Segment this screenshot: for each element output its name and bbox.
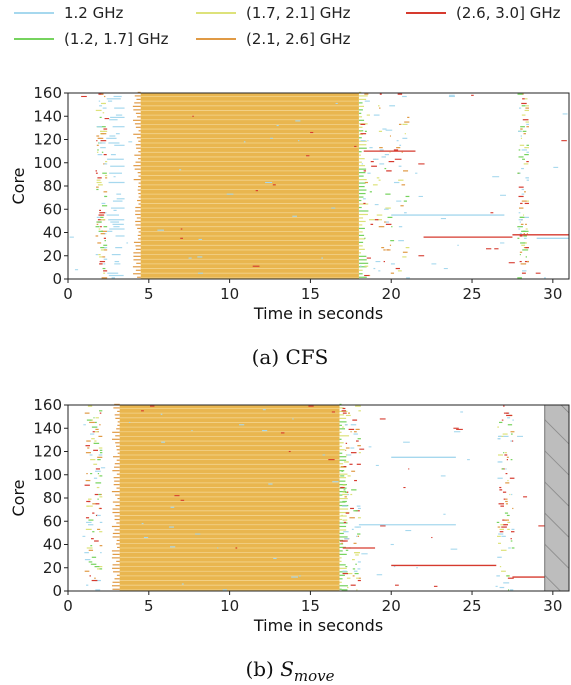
panel-caption: (b) Smove	[245, 657, 334, 685]
busy-block	[119, 405, 340, 591]
x-tick-label: 30	[543, 285, 562, 303]
legend-label: (1.7, 2.1] GHz	[246, 4, 351, 22]
activity-interval	[84, 405, 103, 586]
x-tick-label: 5	[144, 597, 154, 615]
activity-interval	[95, 93, 108, 279]
legend-label: (2.6, 3.0] GHz	[456, 4, 561, 22]
chart-panel-smove: 0 5 10 15 20 25 30 0 20 40 60 80 100 120 140 160 Time i…	[9, 396, 570, 685]
legend-label: (1.2, 1.7] GHz	[64, 30, 169, 48]
caption-prefix: (b)	[245, 657, 280, 681]
activity-interval	[111, 403, 350, 591]
activity-interval	[132, 91, 369, 279]
y-tick-label: 0	[52, 582, 62, 600]
activity-interval	[496, 405, 515, 591]
activity-interval	[517, 93, 529, 279]
y-tick-label: 120	[33, 131, 62, 149]
x-tick-label: 10	[220, 285, 239, 303]
x-tick-label: 25	[462, 597, 481, 615]
y-tick-label: 160	[33, 396, 62, 414]
y-tick-label: 0	[52, 270, 62, 288]
y-tick-label: 20	[43, 559, 62, 577]
sparse-activity	[69, 94, 569, 279]
caption-subscript: move	[294, 667, 335, 685]
legend-label: (2.1, 2.6] GHz	[246, 30, 351, 48]
x-tick-label: 20	[382, 597, 401, 615]
y-tick-label: 80	[43, 489, 62, 507]
caption-main: S	[280, 657, 294, 681]
busy-block	[140, 93, 359, 279]
hatched-region	[544, 404, 570, 592]
y-tick-label: 60	[43, 200, 62, 218]
x-tick-label: 25	[462, 285, 481, 303]
x-tick-label: 15	[301, 597, 320, 615]
y-tick-label: 160	[33, 84, 62, 102]
x-axis-label: Time in seconds	[253, 304, 383, 323]
y-tick-label: 100	[33, 466, 62, 484]
y-axis-label: Core	[9, 167, 28, 204]
sparse-activity	[82, 405, 546, 591]
y-tick-label: 80	[43, 177, 62, 195]
x-tick-label: 15	[301, 285, 320, 303]
legend: 1.2 GHz (1.2, 1.7] GHz (1.7, 2.1] GHz (2.1,…	[14, 4, 561, 48]
activity-interval	[339, 405, 361, 591]
y-tick-label: 100	[33, 154, 62, 172]
y-tick-label: 40	[43, 224, 62, 242]
y-tick-label: 60	[43, 512, 62, 530]
legend-entry: (2.1, 2.6] GHz	[196, 30, 351, 48]
activity-interval	[106, 95, 125, 279]
panel-caption: (a) CFS	[252, 345, 329, 369]
x-tick-label: 0	[63, 285, 73, 303]
x-axis-label: Time in seconds	[253, 616, 383, 635]
y-tick-label: 20	[43, 247, 62, 265]
y-tick-label: 40	[43, 536, 62, 554]
y-tick-label: 140	[33, 107, 62, 125]
x-tick-label: 10	[220, 597, 239, 615]
x-tick-label: 5	[144, 285, 154, 303]
x-tick-label: 20	[382, 285, 401, 303]
legend-entry: (1.2, 1.7] GHz	[14, 30, 169, 48]
y-tick-label: 140	[33, 419, 62, 437]
y-tick-label: 120	[33, 443, 62, 461]
chart-panel-cfs: 0 5 10 15 20 25 30 0 20 40 60 80 100 120 140 160 Time i…	[9, 84, 570, 369]
legend-entry: (1.7, 2.1] GHz	[196, 4, 351, 22]
activity-interval	[359, 93, 410, 277]
legend-entry: 1.2 GHz	[14, 4, 124, 22]
legend-entry: (2.6, 3.0] GHz	[406, 4, 561, 22]
x-tick-label: 0	[63, 597, 73, 615]
y-axis-label: Core	[9, 479, 28, 516]
x-tick-label: 30	[543, 597, 562, 615]
legend-label: 1.2 GHz	[64, 4, 124, 22]
